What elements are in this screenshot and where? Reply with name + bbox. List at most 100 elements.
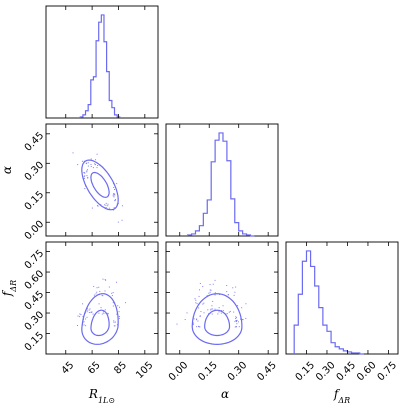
sample-point [199, 283, 201, 285]
sample-point [86, 311, 88, 313]
sample-point [88, 309, 90, 311]
sample-point [94, 163, 96, 165]
sample-point [237, 321, 239, 323]
sample-point [83, 171, 85, 173]
x-axis-label-R1L: R1L⊙ [88, 387, 115, 405]
x-tick-label: 0.30 [314, 360, 338, 384]
sample-point [111, 292, 113, 294]
sample-point [210, 308, 212, 310]
sample-point [90, 311, 92, 313]
sample-point [196, 318, 198, 320]
sample-point [96, 153, 98, 155]
scatter-panel-alpha-fdR [165, 241, 279, 355]
x-tick-label: 0.45 [335, 360, 359, 384]
sample-point [85, 325, 87, 327]
sample-point [83, 177, 85, 179]
contour-2sigma [81, 159, 119, 211]
sample-point [235, 326, 237, 328]
sample-point [194, 298, 196, 300]
sample-point [84, 188, 86, 190]
sample-point [97, 205, 99, 207]
sample-point [211, 313, 213, 315]
y-tick-label: 0.30 [23, 309, 47, 333]
sample-point [235, 321, 237, 323]
sample-point [86, 169, 88, 171]
sample-point [104, 204, 106, 206]
sample-point [103, 313, 105, 315]
x-tick-label: 0.00 [167, 360, 191, 384]
sample-point [102, 311, 104, 313]
histogram-alpha [187, 132, 255, 237]
sample-point [197, 325, 199, 327]
sample-point [212, 283, 214, 285]
sample-point [77, 315, 79, 317]
sample-point [209, 284, 211, 286]
sample-point [91, 311, 93, 313]
sample-point [235, 286, 237, 288]
sample-point [113, 186, 115, 188]
sample-point [105, 202, 107, 204]
sample-point [91, 207, 93, 209]
sample-point [119, 306, 121, 308]
sample-point [92, 167, 94, 169]
sample-point [89, 308, 91, 310]
sample-point [238, 326, 240, 328]
sample-point [113, 196, 115, 198]
sample-point [104, 309, 106, 311]
contour-2sigma [81, 293, 119, 345]
sample-point [90, 163, 92, 165]
y-tick-label: 0.60 [23, 269, 47, 293]
sample-point [87, 162, 89, 164]
sample-point [79, 316, 81, 318]
histogram-R1L [79, 14, 121, 118]
sample-point [101, 313, 103, 315]
sample-point [106, 312, 108, 314]
sample-point [114, 325, 116, 327]
sample-point [210, 289, 212, 291]
sample-point [88, 312, 90, 314]
sample-point [192, 324, 194, 326]
sample-point [96, 287, 98, 289]
sample-point [196, 319, 198, 321]
sample-point [83, 321, 85, 323]
sample-point [202, 303, 204, 305]
y-axis-label-fdR: fΔR [0, 280, 18, 297]
sample-point [222, 310, 224, 312]
sample-point [98, 303, 100, 305]
sample-point [121, 205, 123, 207]
sample-point [233, 311, 235, 313]
sample-point [101, 294, 103, 296]
x-axis-label-fdR: fΔR [333, 387, 350, 405]
sample-point [114, 188, 116, 190]
sample-point [218, 307, 220, 309]
sample-point [236, 323, 238, 325]
y-axis-label-alpha: α [0, 166, 14, 174]
sample-point [176, 323, 178, 325]
contour-1sigma [90, 171, 110, 198]
sample-point [195, 299, 197, 301]
sample-point [116, 313, 118, 315]
sample-point [97, 164, 99, 166]
sample-point [234, 291, 236, 293]
scatter-points-R1L-fdR [76, 278, 126, 327]
sample-point [80, 314, 82, 316]
sample-point [227, 294, 229, 296]
sample-point [79, 313, 81, 315]
hist-panel-R1L [45, 5, 159, 119]
y-tick-label: 0.15 [23, 189, 47, 213]
x-tick-label: 45 [60, 360, 77, 377]
sample-point [226, 291, 228, 293]
sample-point [96, 291, 98, 293]
sample-point [112, 305, 114, 307]
sample-point [210, 309, 212, 311]
sample-point [209, 291, 211, 293]
sample-point [199, 326, 201, 328]
sample-point [92, 313, 94, 315]
y-tick-label: 0.30 [23, 160, 47, 184]
sample-point [209, 289, 211, 291]
y-tick-label: 0.75 [23, 248, 47, 272]
sample-point [214, 294, 216, 296]
sample-point [86, 316, 88, 318]
sample-point [214, 279, 216, 281]
sample-point [229, 310, 231, 312]
